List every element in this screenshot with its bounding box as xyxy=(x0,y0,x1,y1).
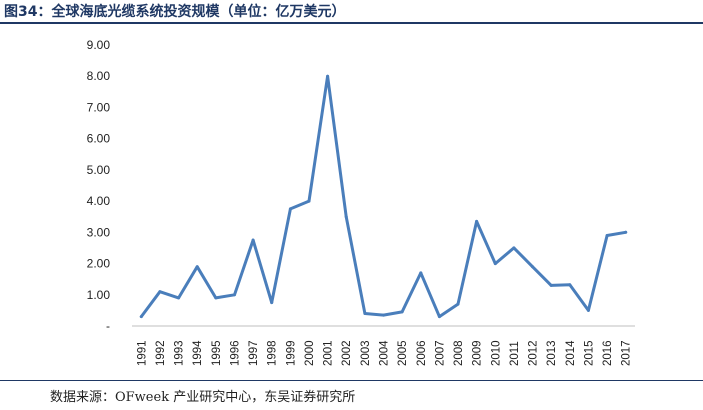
x-tick-label: 1998 xyxy=(267,340,279,366)
x-tick-label: 2000 xyxy=(304,340,316,366)
data-point xyxy=(270,301,274,305)
x-tick-label: 1992 xyxy=(155,340,167,366)
data-point xyxy=(214,296,218,300)
data-point xyxy=(456,302,460,306)
x-tick-label: 2007 xyxy=(434,340,446,366)
x-tick-label: 2002 xyxy=(341,340,353,366)
data-point xyxy=(531,265,534,269)
y-tick-label: - xyxy=(106,319,110,333)
data-point xyxy=(568,283,572,287)
data-point xyxy=(233,293,236,297)
x-tick-label: 2010 xyxy=(490,340,502,366)
y-tick-label: 5.00 xyxy=(87,163,111,177)
data-point xyxy=(549,283,553,287)
x-tick-label: 2014 xyxy=(565,340,577,366)
x-tick-label: 1993 xyxy=(174,340,186,366)
data-point xyxy=(382,313,385,317)
x-tick-label: 2006 xyxy=(416,340,428,366)
x-tick-label: 1995 xyxy=(211,340,223,366)
y-tick-label: 6.00 xyxy=(87,132,111,146)
data-point xyxy=(512,246,516,250)
x-tick-label: 2005 xyxy=(397,340,409,366)
source-note: 数据来源：OFweek 产业研究中心，东吴证券研究所 xyxy=(50,390,356,405)
y-tick-label: 8.00 xyxy=(87,69,111,83)
x-tick-label: 2008 xyxy=(453,340,465,366)
x-tick-label: 2003 xyxy=(360,340,372,366)
x-tick-label: 1991 xyxy=(136,340,148,366)
data-point xyxy=(139,315,143,319)
bottom-rule xyxy=(0,380,703,381)
y-tick-label: 3.00 xyxy=(87,225,111,239)
data-point xyxy=(475,219,479,223)
x-tick-label: 2013 xyxy=(546,340,558,366)
y-tick-label: 2.00 xyxy=(87,257,111,271)
data-point xyxy=(419,271,423,275)
data-point xyxy=(158,290,162,294)
y-tick-label: 9.00 xyxy=(87,38,111,52)
data-point xyxy=(605,234,609,237)
data-point xyxy=(177,296,181,300)
x-tick-label: 2017 xyxy=(621,340,633,366)
figure-title: 图34：全球海底光缆系统投资规模（单位：亿万美元） xyxy=(4,4,346,20)
data-point xyxy=(437,315,441,319)
x-tick-label: 2009 xyxy=(472,340,484,366)
line-chart: - 1.00 2.00 3.00 4.00 5.00 6.00 7.00 8.00 9.00 199… xyxy=(87,38,635,366)
y-tick-label: 1.00 xyxy=(87,288,111,302)
top-rule xyxy=(0,22,703,24)
data-point xyxy=(344,215,348,219)
data-point xyxy=(493,262,497,266)
data-point xyxy=(624,230,628,234)
x-tick-label: 2012 xyxy=(528,340,540,366)
data-point xyxy=(251,238,255,242)
data-point xyxy=(195,265,199,269)
data-point xyxy=(288,207,292,211)
x-tick-label: 2015 xyxy=(583,340,595,366)
data-point xyxy=(307,199,311,203)
x-tick-label: 1996 xyxy=(229,340,241,366)
x-tick-label: 1997 xyxy=(248,340,260,366)
x-tick-label: 1994 xyxy=(192,340,204,366)
x-tick-label: 2001 xyxy=(323,340,335,366)
series-line xyxy=(139,74,628,319)
x-tick-label: 1999 xyxy=(285,340,297,366)
data-point xyxy=(326,74,330,78)
x-tick-label: 2004 xyxy=(379,340,391,366)
x-tick-label: 2011 xyxy=(509,341,521,366)
data-point xyxy=(586,308,590,312)
y-tick-label: 7.00 xyxy=(87,100,111,114)
x-tick-label: 2016 xyxy=(602,340,614,366)
data-point xyxy=(363,312,367,315)
data-point xyxy=(400,310,404,314)
y-tick-label: 4.00 xyxy=(87,194,111,208)
